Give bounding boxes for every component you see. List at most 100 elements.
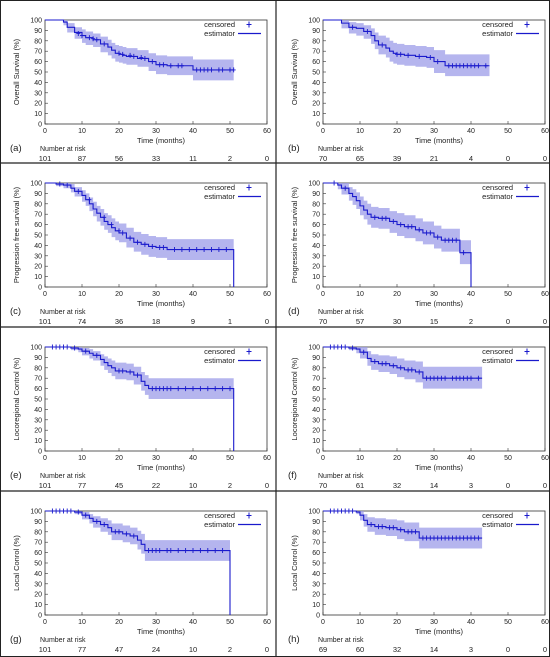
y-tick-label: 60 — [34, 59, 42, 66]
censored-mark — [443, 535, 448, 541]
y-tick-label: 90 — [312, 28, 320, 35]
risk-count: 30 — [393, 317, 401, 326]
risk-count: 101 — [39, 645, 52, 654]
y-tick-label: 100 — [30, 345, 42, 352]
censored-mark — [117, 529, 121, 535]
censored-mark — [435, 234, 440, 240]
censored-mark — [435, 535, 440, 541]
censored-mark — [120, 51, 125, 57]
y-tick-label: 70 — [34, 540, 42, 547]
x-tick-label: 40 — [189, 455, 197, 462]
y-tick-label: 80 — [312, 38, 320, 45]
panel-label: (c) — [10, 306, 21, 317]
risk-count: 57 — [356, 317, 364, 326]
y-tick-label: 50 — [34, 397, 42, 404]
censored-mark — [131, 533, 136, 539]
panel-label: (f) — [288, 470, 297, 481]
x-tick-label: 10 — [78, 455, 86, 462]
censored-mark — [50, 508, 55, 514]
risk-count: 10 — [189, 481, 197, 490]
censored-mark — [87, 35, 92, 41]
y-tick-label: 10 — [312, 602, 320, 609]
y-tick-label: 60 — [34, 550, 42, 557]
censored-mark — [328, 508, 333, 514]
censored-mark — [120, 230, 125, 236]
risk-count: 0 — [265, 154, 269, 163]
censored-mark — [65, 508, 70, 514]
y-tick-label: 100 — [308, 18, 320, 25]
censored-mark — [350, 345, 355, 351]
censored-mark — [443, 375, 448, 381]
y-tick-label: 70 — [34, 212, 42, 219]
x-tick-label: 50 — [504, 619, 512, 626]
censored-mark — [461, 250, 466, 256]
censored-mark — [432, 535, 436, 541]
x-tick-label: 30 — [430, 619, 438, 626]
y-tick-label: 80 — [312, 365, 320, 372]
censored-mark — [150, 59, 155, 65]
risk-count: 0 — [506, 317, 510, 326]
censored-mark — [216, 247, 221, 253]
confidence-band — [45, 183, 234, 287]
y-axis-label: Local Conrol (%) — [12, 535, 21, 591]
censored-mark — [417, 53, 422, 59]
risk-count: 22 — [152, 481, 160, 490]
risk-count: 101 — [39, 317, 52, 326]
censored-mark — [183, 386, 188, 392]
x-tick-label: 20 — [393, 128, 401, 135]
y-tick-label: 30 — [312, 90, 320, 97]
x-tick-label: 20 — [115, 455, 123, 462]
censored-mark — [465, 63, 470, 69]
risk-table-header: Number at risk — [40, 309, 86, 316]
y-tick-label: 20 — [312, 428, 320, 435]
panel-label: (b) — [288, 143, 300, 154]
y-axis-label: Overall Survival (%) — [12, 38, 21, 105]
x-tick-label: 0 — [321, 455, 325, 462]
censored-mark — [391, 363, 396, 369]
x-tick-label: 10 — [356, 619, 364, 626]
y-axis-label: Progression free survival (%) — [12, 186, 21, 283]
y-tick-label: 10 — [34, 111, 42, 118]
legend-estimator-label: estimator — [204, 192, 235, 201]
y-tick-label: 40 — [34, 243, 42, 250]
censored-mark — [409, 367, 414, 373]
risk-count: 0 — [265, 481, 269, 490]
censored-mark — [157, 244, 162, 250]
censored-mark — [398, 527, 403, 533]
x-tick-label: 0 — [321, 619, 325, 626]
censored-mark — [461, 63, 466, 69]
censored-mark — [220, 67, 225, 73]
km-estimator-line — [323, 346, 483, 379]
y-tick-label: 100 — [308, 181, 320, 188]
x-tick-label: 10 — [356, 291, 364, 298]
risk-count: 15 — [430, 317, 438, 326]
x-tick-label: 10 — [78, 128, 86, 135]
x-tick-label: 60 — [541, 128, 549, 135]
legend-censored-marker — [524, 348, 530, 355]
y-tick-label: 20 — [34, 592, 42, 599]
y-tick-label: 60 — [312, 550, 320, 557]
censored-mark — [476, 535, 481, 541]
confidence-band — [323, 183, 471, 287]
risk-count: 0 — [265, 645, 269, 654]
censored-mark — [332, 508, 337, 514]
censored-mark — [76, 509, 81, 515]
risk-table-header: Number at risk — [318, 473, 364, 480]
y-tick-label: 40 — [312, 407, 320, 414]
censored-mark — [191, 386, 195, 392]
risk-count: 3 — [469, 645, 473, 654]
censored-mark — [213, 386, 218, 392]
x-tick-label: 50 — [504, 455, 512, 462]
y-tick-label: 0 — [38, 122, 42, 129]
risk-count: 70 — [319, 317, 327, 326]
censored-mark — [383, 215, 388, 221]
km-estimator-line — [45, 19, 234, 71]
censored-mark — [398, 222, 403, 228]
censored-mark — [109, 222, 114, 228]
x-tick-label: 60 — [263, 455, 271, 462]
censored-mark — [435, 59, 440, 65]
censored-mark — [450, 63, 455, 69]
